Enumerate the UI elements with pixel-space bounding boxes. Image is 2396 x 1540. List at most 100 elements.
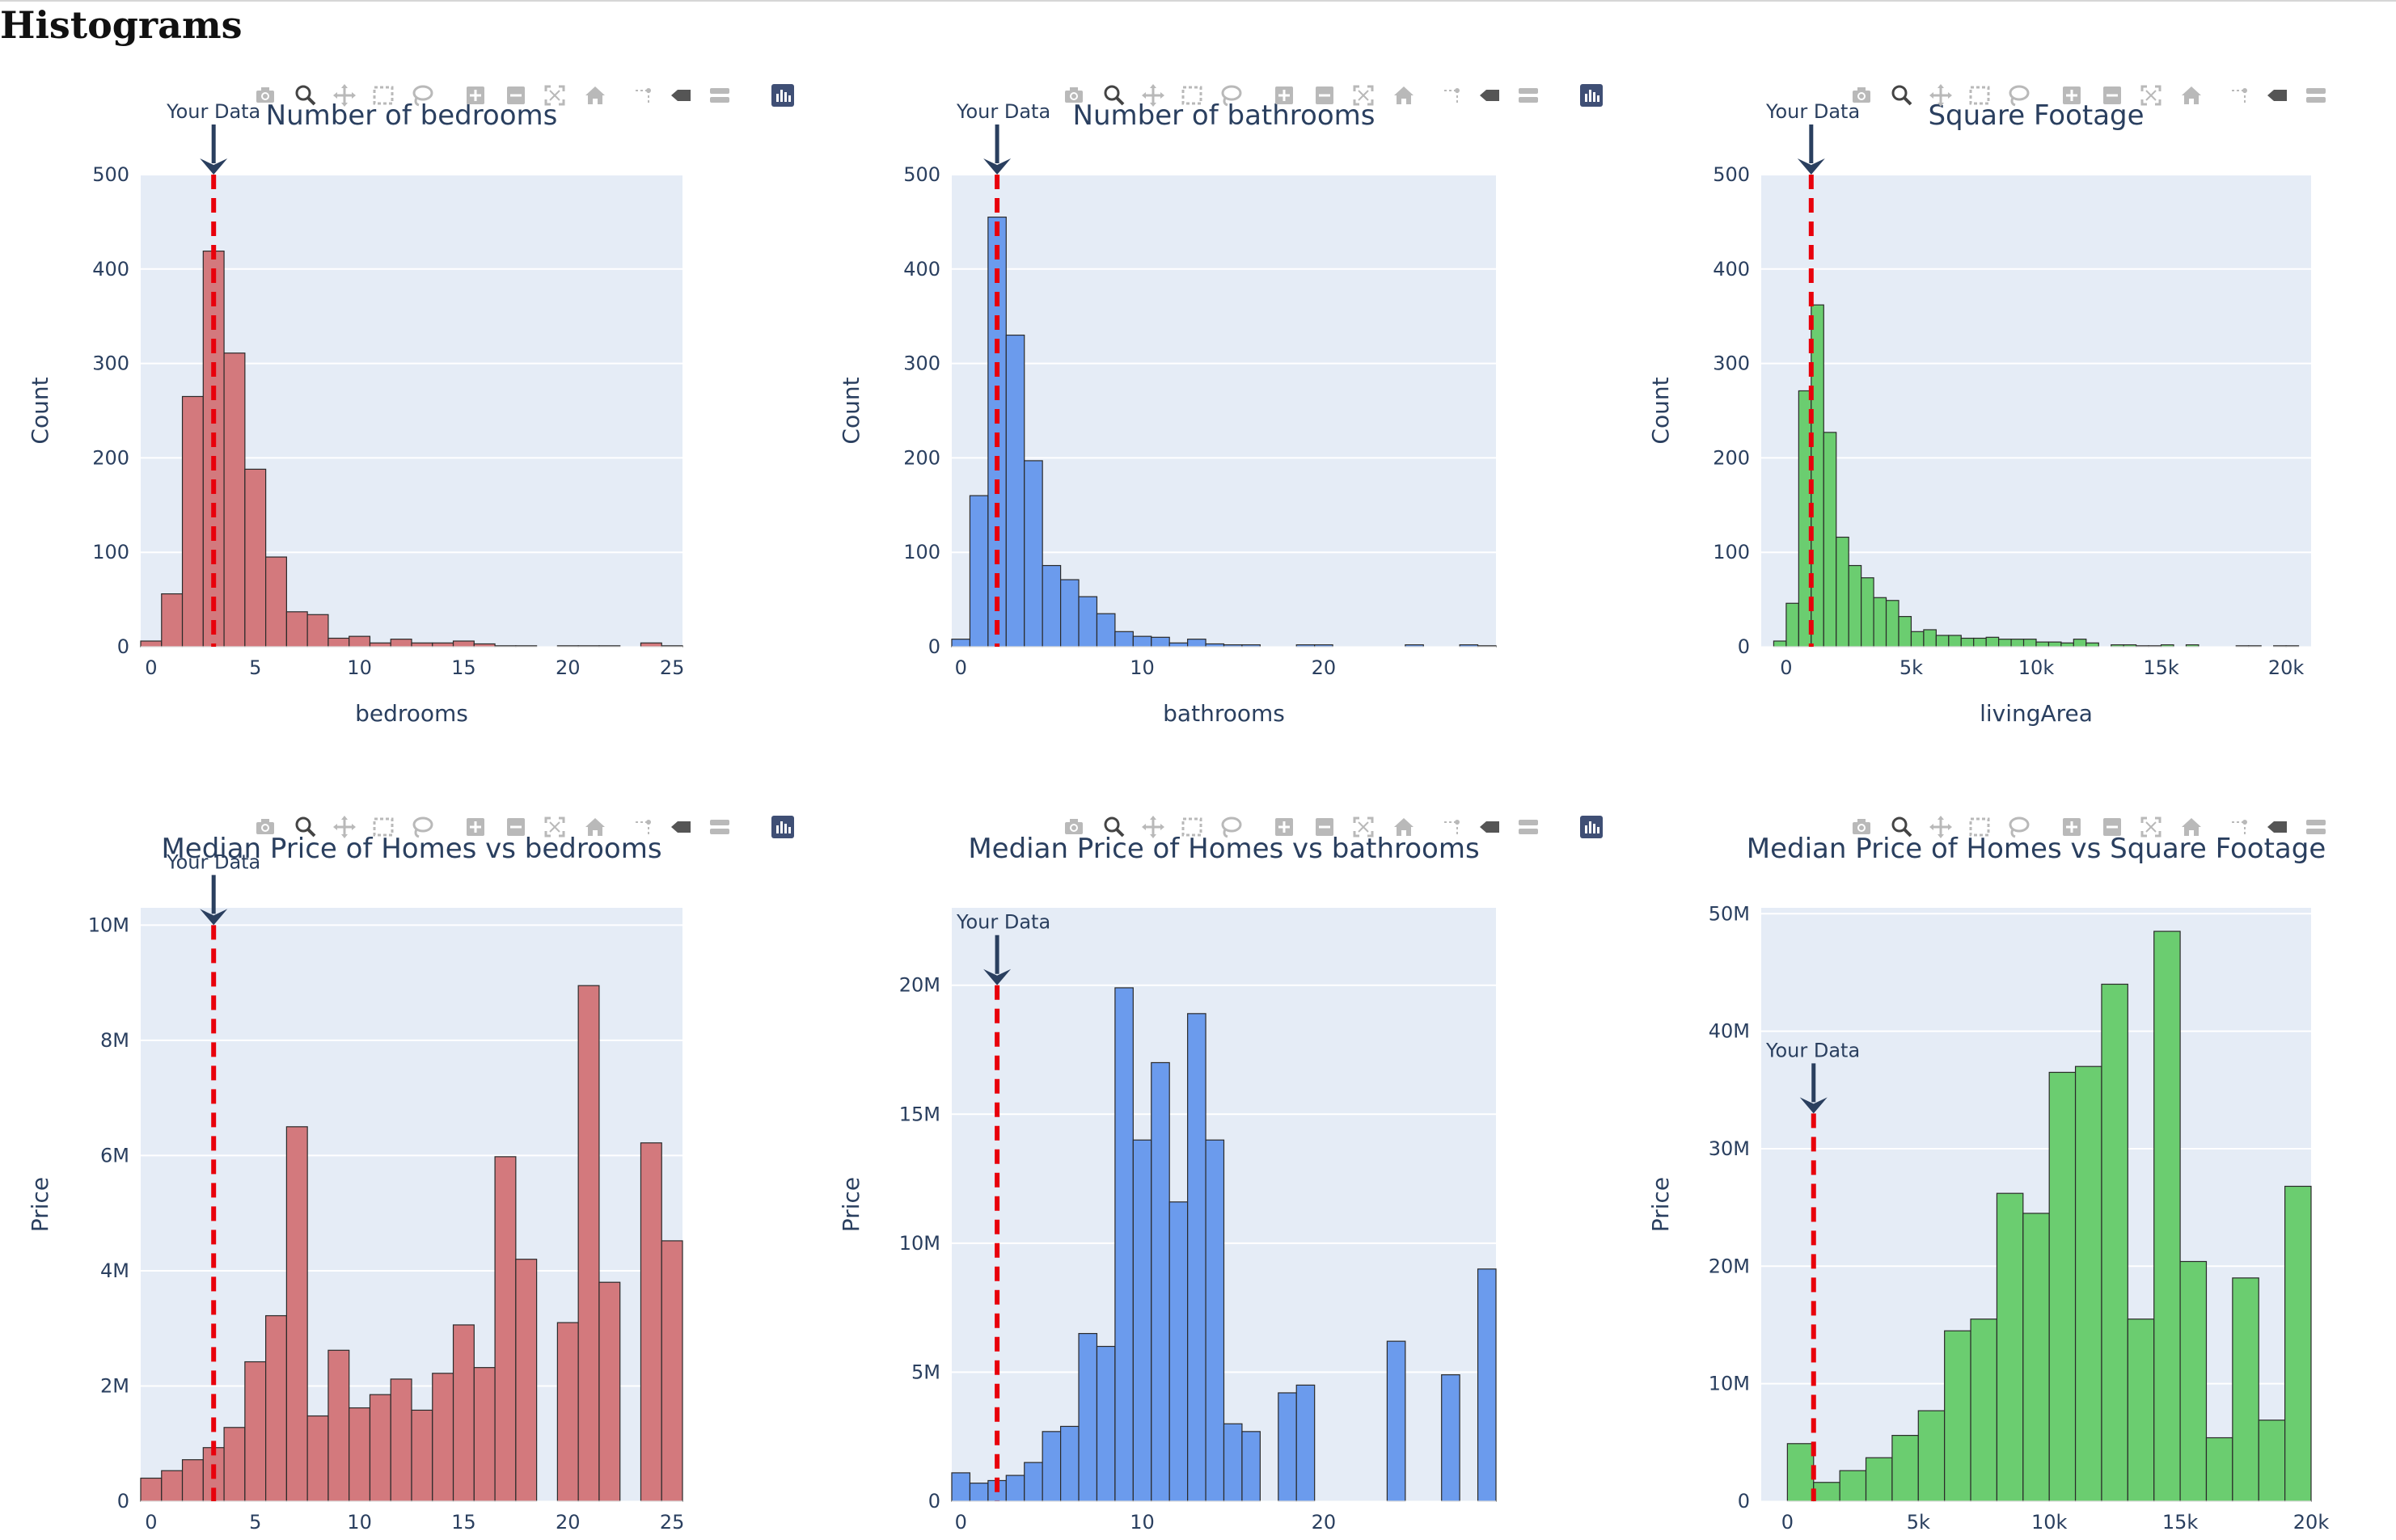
reset-axes-icon[interactable] <box>2175 79 2208 112</box>
lasso-select-icon[interactable] <box>1215 811 1247 843</box>
histogram-bar[interactable] <box>1998 639 2012 648</box>
zoom-icon[interactable] <box>1886 811 1918 843</box>
histogram-bar[interactable] <box>1096 1345 1116 1502</box>
lasso-select-icon[interactable] <box>2002 811 2035 843</box>
histogram-bar[interactable] <box>640 642 662 648</box>
reset-axes-icon[interactable] <box>579 811 611 843</box>
chart-svg-bath-price[interactable]: 0 5M 10M 15M 20M 0 10 20 Your Data Median Price o… <box>809 812 1617 1540</box>
histogram-bar[interactable] <box>306 1415 329 1502</box>
hover-closest-icon[interactable] <box>2261 811 2293 843</box>
histogram-bar[interactable] <box>1935 635 1950 648</box>
histogram-bar[interactable] <box>1042 564 1062 648</box>
hover-compare-icon[interactable] <box>1512 79 1545 112</box>
histogram-bar[interactable] <box>1078 596 1098 648</box>
histogram-bar[interactable] <box>1060 1425 1080 1502</box>
histogram-bar[interactable] <box>1996 1192 2024 1502</box>
histogram-bar[interactable] <box>1295 1384 1316 1502</box>
chart-svg-area-hist[interactable]: 0 100 200 300 400 500 0 5k 10k 15k 20k Your Data Squ… <box>1603 81 2396 808</box>
zoom-in-icon[interactable] <box>459 811 492 843</box>
box-select-icon[interactable] <box>1963 811 1996 843</box>
histogram-bar[interactable] <box>1773 640 1787 648</box>
histogram-bar[interactable] <box>1985 636 2000 648</box>
histogram-bar[interactable] <box>1970 1318 1998 1502</box>
histogram-bar[interactable] <box>1786 1443 1815 1502</box>
histogram-bar[interactable] <box>285 1126 308 1502</box>
histogram-bar[interactable] <box>1168 642 1189 648</box>
histogram-bar[interactable] <box>223 352 246 648</box>
histogram-bar[interactable] <box>1823 432 1837 648</box>
hover-compare-icon[interactable] <box>704 79 736 112</box>
histogram-bar[interactable] <box>1839 1470 1867 1502</box>
zoom-icon[interactable] <box>289 79 322 112</box>
zoom-icon[interactable] <box>1886 79 1918 112</box>
autoscale-icon[interactable] <box>1347 79 1380 112</box>
hover-compare-icon[interactable] <box>1512 811 1545 843</box>
histogram-bar[interactable] <box>369 1394 391 1502</box>
histogram-bar[interactable] <box>2127 1318 2155 1502</box>
histogram-bar[interactable] <box>1223 1423 1243 1502</box>
histogram-bar[interactable] <box>515 1259 538 1502</box>
histogram-bar[interactable] <box>2047 641 2062 648</box>
histogram-bar[interactable] <box>1078 1332 1098 1502</box>
histogram-bar[interactable] <box>1948 635 1962 648</box>
histogram-bar[interactable] <box>1861 577 1874 648</box>
histogram-bar[interactable] <box>1205 1139 1225 1502</box>
histogram-bar[interactable] <box>1960 637 1975 648</box>
pan-icon[interactable] <box>328 79 361 112</box>
lasso-select-icon[interactable] <box>1215 79 1247 112</box>
lasso-select-icon[interactable] <box>406 79 438 112</box>
autoscale-icon[interactable] <box>2135 811 2167 843</box>
reset-axes-icon[interactable] <box>1388 79 1420 112</box>
histogram-bar[interactable] <box>1891 1435 1919 1502</box>
histogram-bar[interactable] <box>494 1156 517 1502</box>
camera-icon[interactable] <box>1058 79 1090 112</box>
histogram-bar[interactable] <box>969 1483 989 1502</box>
spike-lines-icon[interactable] <box>628 79 660 112</box>
plotly-logo-icon[interactable] <box>1575 79 1608 112</box>
histogram-bar[interactable] <box>327 1349 350 1502</box>
box-select-icon[interactable] <box>1963 79 1996 112</box>
histogram-bar[interactable] <box>1898 616 1912 648</box>
histogram-bar[interactable] <box>181 395 204 648</box>
histogram-bar[interactable] <box>390 1378 412 1502</box>
histogram-bar[interactable] <box>432 642 454 648</box>
histogram-bar[interactable] <box>1441 1374 1460 1502</box>
zoom-out-icon[interactable] <box>2096 811 2128 843</box>
histogram-bar[interactable] <box>1060 579 1080 648</box>
histogram-bar[interactable] <box>1885 600 1899 648</box>
reset-axes-icon[interactable] <box>2175 811 2208 843</box>
spike-lines-icon[interactable] <box>1436 79 1468 112</box>
histogram-bar[interactable] <box>2073 639 2087 648</box>
histogram-bar[interactable] <box>2060 642 2074 648</box>
histogram-bar[interactable] <box>969 495 989 648</box>
reset-axes-icon[interactable] <box>1388 811 1420 843</box>
zoom-out-icon[interactable] <box>1308 811 1341 843</box>
histogram-bar[interactable] <box>951 1472 971 1502</box>
chart-svg-bed-hist[interactable]: 0 100 200 300 400 500 0 5 10 15 20 25 Your Data Numbe… <box>0 81 809 808</box>
zoom-icon[interactable] <box>1098 811 1130 843</box>
pan-icon[interactable] <box>1925 79 1957 112</box>
camera-icon[interactable] <box>249 811 281 843</box>
zoom-icon[interactable] <box>289 811 322 843</box>
reset-axes-icon[interactable] <box>579 79 611 112</box>
histogram-bar[interactable] <box>265 556 287 648</box>
histogram-bar[interactable] <box>1187 639 1206 648</box>
spike-lines-icon[interactable] <box>1436 811 1468 843</box>
histogram-bar[interactable] <box>1910 631 1925 648</box>
hover-closest-icon[interactable] <box>665 79 697 112</box>
autoscale-icon[interactable] <box>539 811 571 843</box>
pan-icon[interactable] <box>1137 811 1169 843</box>
zoom-icon[interactable] <box>1098 79 1130 112</box>
zoom-out-icon[interactable] <box>500 811 532 843</box>
plotly-logo-icon[interactable] <box>767 79 799 112</box>
histogram-bar[interactable] <box>556 1322 579 1502</box>
histogram-bar[interactable] <box>1132 1139 1152 1502</box>
histogram-bar[interactable] <box>1923 629 1937 648</box>
histogram-bar[interactable] <box>1836 536 1849 648</box>
histogram-bar[interactable] <box>1848 564 1862 648</box>
histogram-bar[interactable] <box>1205 643 1225 648</box>
camera-icon[interactable] <box>249 79 281 112</box>
spike-lines-icon[interactable] <box>628 811 660 843</box>
zoom-out-icon[interactable] <box>1308 79 1341 112</box>
